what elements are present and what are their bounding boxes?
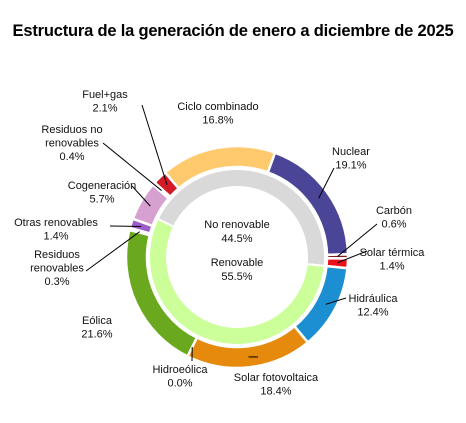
label-ciclo-combinado: Ciclo combinado 16.8% xyxy=(177,101,258,127)
label-name: renovables xyxy=(30,263,84,275)
chart-title: Estructura de la generación de enero a d… xyxy=(12,22,454,40)
label-otras-renovables: Otras renovables 1.4% xyxy=(14,217,98,243)
inner-label-renovable: Renovable xyxy=(211,257,264,269)
label-value: 1.4% xyxy=(43,231,68,243)
label-name: renovables xyxy=(45,138,99,150)
label-value: 0.6% xyxy=(381,219,406,231)
label-name: Hidráulica xyxy=(349,293,399,305)
label-nuclear: Nuclear 19.1% xyxy=(332,146,370,172)
label-carbon: Carbón 0.6% xyxy=(376,205,412,231)
label-name: Solar térmica xyxy=(360,247,426,259)
leader-hidraulica xyxy=(325,297,347,305)
inner-labels: No renovable 44.5% Renovable 55.5% xyxy=(204,219,269,283)
label-name: Otras renovables xyxy=(14,217,98,229)
leader-fuel-gas xyxy=(141,104,168,186)
label-value: 0.0% xyxy=(167,378,192,390)
slice-labels: Nuclear 19.1% Carbón 0.6% Solar térmica 1.4% H… xyxy=(14,89,425,398)
label-value: 16.8% xyxy=(202,115,233,127)
label-name: Residuos no xyxy=(41,124,102,136)
label-value: 0.4% xyxy=(59,151,84,163)
inner-ring xyxy=(148,168,326,346)
label-value: 18.4% xyxy=(260,386,291,398)
leader-carbon xyxy=(337,223,378,257)
label-solar-termica: Solar térmica 1.4% xyxy=(360,247,426,273)
label-name: Fuel+gas xyxy=(82,89,128,101)
slice-ciclo-combinado xyxy=(163,144,277,191)
label-hidraulica: Hidráulica 12.4% xyxy=(349,293,399,319)
label-cogeneracion: Cogeneración 5.7% xyxy=(68,180,137,206)
label-name: Hidroeólica xyxy=(152,364,208,376)
label-name: Carbón xyxy=(376,205,412,217)
label-value: 2.1% xyxy=(92,103,117,115)
label-name: Cogeneración xyxy=(68,180,137,192)
leader-solar-termica xyxy=(337,250,368,264)
leader-residuos-no-renovables xyxy=(102,142,162,191)
label-name: Residuos xyxy=(34,249,80,261)
label-name: Eólica xyxy=(82,315,113,327)
label-name: Nuclear xyxy=(332,146,370,158)
label-value: 0.3% xyxy=(44,276,69,288)
leader-cogeneracion xyxy=(131,185,151,207)
inner-value-renovable: 55.5% xyxy=(221,271,252,283)
label-value: 21.6% xyxy=(81,329,112,341)
label-value: 19.1% xyxy=(335,160,366,172)
label-hidroeolica: Hidroeólica 0.0% xyxy=(152,364,208,390)
inner-label-no-renovable: No renovable xyxy=(204,219,269,231)
label-solar-fotovoltaica: Solar fotovoltaica 18.4% xyxy=(234,372,319,398)
outer-ring xyxy=(124,144,350,370)
label-name: Ciclo combinado xyxy=(177,101,258,113)
label-value: 12.4% xyxy=(357,307,388,319)
label-fuel-gas: Fuel+gas 2.1% xyxy=(82,89,128,115)
inner-value-no-renovable: 44.5% xyxy=(221,233,252,245)
label-name: Solar fotovoltaica xyxy=(234,372,319,384)
label-value: 5.7% xyxy=(89,194,114,206)
leader-otras-renovables xyxy=(109,225,142,228)
label-eolica: Eólica 21.6% xyxy=(81,315,112,341)
label-value: 1.4% xyxy=(379,261,404,273)
leader-residuos-renovables xyxy=(85,231,141,272)
inner-slice-renovable xyxy=(148,217,326,346)
leader-lines xyxy=(85,104,378,362)
leader-nuclear xyxy=(318,167,335,199)
